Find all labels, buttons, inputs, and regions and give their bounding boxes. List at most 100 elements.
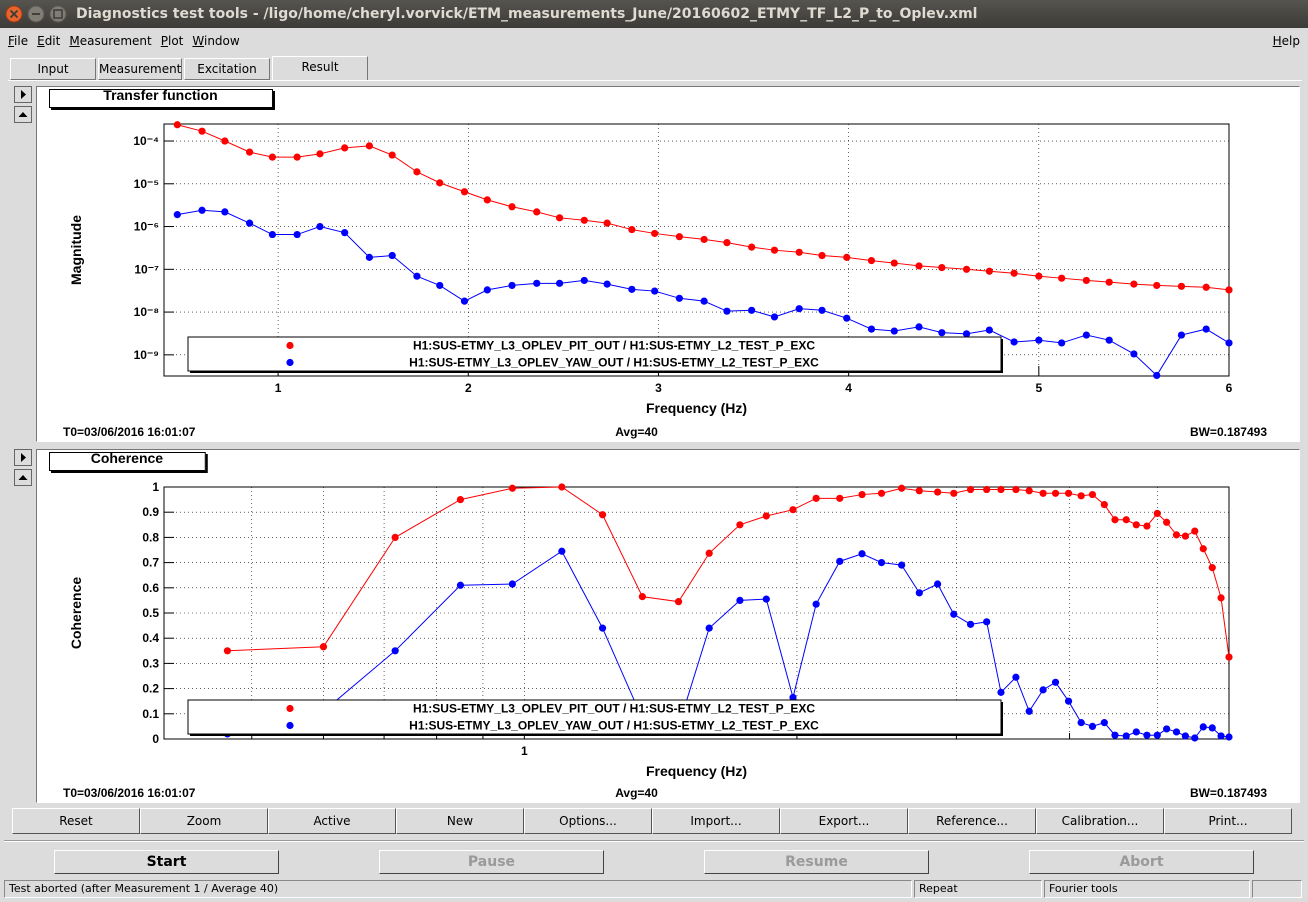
run-button: Resume bbox=[704, 850, 929, 874]
data-point bbox=[316, 222, 324, 231]
data-point bbox=[1130, 280, 1138, 288]
menu-item[interactable]: Window bbox=[192, 34, 240, 48]
info-text: T0=03/06/2016 16:01:07 bbox=[63, 425, 196, 439]
x-tick-label: 1 bbox=[275, 381, 282, 395]
data-point bbox=[1225, 286, 1233, 294]
menu-item[interactable]: File bbox=[8, 34, 29, 48]
data-point bbox=[1122, 732, 1130, 740]
data-point bbox=[603, 219, 611, 227]
data-point bbox=[985, 326, 993, 334]
button[interactable]: Zoom bbox=[140, 808, 268, 834]
data-point bbox=[705, 624, 713, 632]
legend-label: H1:SUS-ETMY_L3_OPLEV_PIT_OUT / H1:SUS-ET… bbox=[413, 702, 815, 716]
data-point bbox=[628, 285, 636, 293]
data-point bbox=[391, 647, 399, 655]
data-point bbox=[1082, 276, 1090, 285]
data-point bbox=[1172, 728, 1181, 736]
button[interactable]: New bbox=[396, 808, 524, 834]
data-point bbox=[1122, 516, 1130, 524]
data-point bbox=[795, 305, 803, 313]
data-point bbox=[1035, 272, 1043, 280]
data-point bbox=[603, 280, 611, 288]
data-point bbox=[1105, 278, 1113, 286]
legend bbox=[187, 336, 1002, 372]
data-point bbox=[460, 188, 469, 196]
data-point bbox=[723, 239, 731, 247]
button[interactable]: Reset bbox=[12, 808, 140, 834]
side-buttons[interactable] bbox=[14, 86, 32, 126]
data-point bbox=[436, 281, 444, 290]
button[interactable]: Reference... bbox=[908, 808, 1036, 834]
button[interactable]: Options... bbox=[524, 808, 652, 834]
data-point bbox=[268, 230, 277, 239]
legend-marker bbox=[286, 704, 294, 713]
y-tick-label: 10⁻⁴ bbox=[133, 134, 159, 148]
x-tick-label: 3 bbox=[655, 381, 662, 395]
button[interactable]: Calibration... bbox=[1036, 808, 1164, 834]
data-point bbox=[812, 494, 820, 502]
data-point bbox=[1132, 728, 1140, 736]
button[interactable]: Export... bbox=[780, 808, 908, 834]
data-point bbox=[558, 547, 566, 555]
data-point bbox=[413, 168, 421, 176]
tab[interactable]: Excitation bbox=[184, 58, 270, 80]
legend-marker bbox=[286, 341, 294, 350]
run-button: Abort bbox=[1029, 850, 1254, 874]
run-button: Pause bbox=[379, 850, 604, 874]
data-point bbox=[1100, 501, 1108, 509]
button[interactable]: Import... bbox=[652, 808, 780, 834]
y-tick-label: 0.8 bbox=[142, 530, 159, 544]
plot-data bbox=[223, 483, 1233, 742]
data-point bbox=[460, 297, 469, 305]
data-point bbox=[1153, 509, 1161, 518]
data-point bbox=[580, 216, 588, 224]
data-point bbox=[245, 148, 254, 156]
data-point bbox=[341, 229, 349, 237]
data-point bbox=[1035, 336, 1043, 344]
data-point bbox=[985, 267, 993, 275]
data-point bbox=[413, 272, 421, 280]
menu-item[interactable]: Measurement bbox=[69, 34, 152, 48]
data-point bbox=[1143, 522, 1151, 530]
tab[interactable]: Input bbox=[10, 58, 96, 80]
menu-item[interactable]: Edit bbox=[37, 34, 61, 48]
data-point bbox=[198, 127, 206, 135]
data-point bbox=[1181, 732, 1189, 740]
data-point bbox=[1012, 485, 1020, 494]
data-point bbox=[1153, 281, 1161, 290]
data-point bbox=[173, 211, 181, 219]
run-button[interactable]: Start bbox=[54, 850, 279, 874]
info-text: Avg=40 bbox=[615, 786, 658, 800]
data-point bbox=[789, 506, 797, 514]
data-point bbox=[293, 153, 301, 161]
data-point bbox=[962, 265, 971, 273]
chart: Transfer function 10⁻⁹ 10⁻⁸ 10⁻⁷ 10⁻⁶ 10⁻⁵ 10⁻… bbox=[36, 86, 1300, 442]
data-point bbox=[365, 142, 373, 150]
menu-item[interactable]: Plot bbox=[160, 34, 184, 48]
title-shadow bbox=[51, 454, 208, 473]
tab[interactable]: Measurement bbox=[98, 58, 182, 80]
data-point bbox=[1191, 734, 1199, 742]
data-point bbox=[316, 150, 324, 158]
data-point bbox=[293, 230, 301, 239]
data-point bbox=[736, 596, 744, 604]
data-point bbox=[1111, 731, 1119, 739]
data-point bbox=[858, 490, 866, 499]
plot-frame bbox=[163, 123, 1230, 377]
window-controls[interactable] bbox=[4, 4, 70, 24]
data-point bbox=[877, 559, 886, 567]
button[interactable]: Active bbox=[268, 808, 396, 834]
data-point bbox=[1153, 731, 1161, 739]
data-point bbox=[651, 229, 659, 238]
tab[interactable]: Result bbox=[272, 56, 368, 80]
side-buttons[interactable] bbox=[14, 449, 32, 489]
data-point bbox=[789, 693, 797, 702]
data-point bbox=[1163, 725, 1171, 733]
data-point bbox=[1100, 719, 1108, 727]
data-point bbox=[1172, 531, 1181, 539]
data-point bbox=[1143, 731, 1151, 739]
data-point bbox=[675, 294, 683, 302]
data-point bbox=[1130, 350, 1138, 358]
menu-item[interactable]: Help bbox=[1272, 34, 1300, 48]
button[interactable]: Print... bbox=[1164, 808, 1292, 834]
